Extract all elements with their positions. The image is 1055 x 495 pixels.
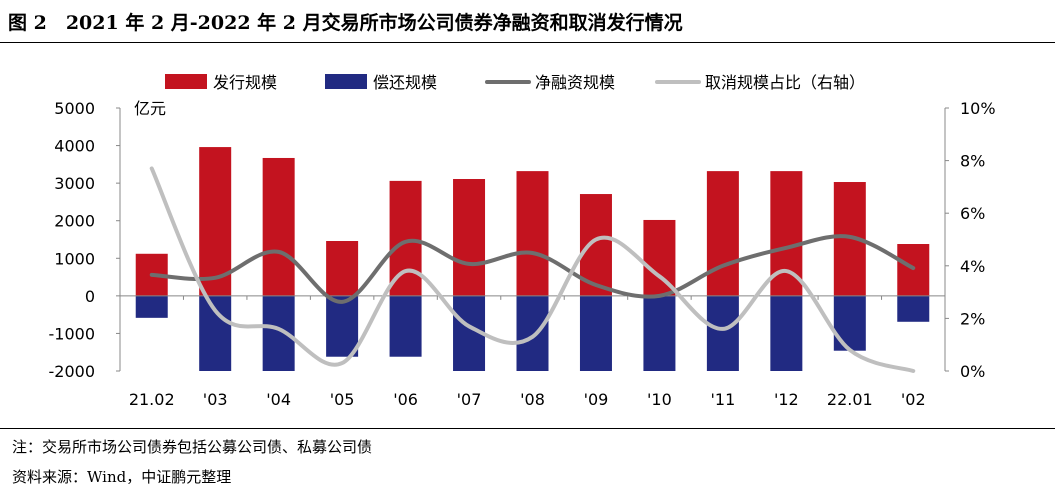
bar-repay — [389, 295, 422, 357]
bar-repay — [326, 295, 359, 357]
chart: 5000 4000 3000 2000 1000 0 -1000 -2000 10% 8% 6% 4%… — [49, 73, 996, 409]
x-tick-label: '06 — [393, 390, 418, 409]
left-tick-label: 0 — [85, 287, 95, 306]
bar-repay — [897, 295, 930, 322]
right-tick-label: 10% — [960, 99, 996, 118]
bar-issue — [326, 241, 359, 296]
x-tick-label: '05 — [330, 390, 355, 409]
right-tick-label: 2% — [960, 309, 985, 328]
right-tick-label: 4% — [960, 257, 985, 276]
left-tick-label: 1000 — [54, 249, 95, 268]
x-tick-label: 22.01 — [827, 390, 873, 409]
legend-label: 发行规模 — [213, 73, 277, 92]
left-tick-label: -2000 — [49, 362, 96, 381]
legend-swatch — [325, 74, 367, 89]
bar-repay — [199, 295, 232, 371]
x-tick-label: '09 — [584, 390, 609, 409]
left-tick-label: 3000 — [54, 174, 95, 193]
left-tick-label: 5000 — [54, 99, 95, 118]
x-tick-label: '02 — [901, 390, 926, 409]
left-tick-label: 4000 — [54, 137, 95, 156]
bar-issue — [262, 157, 295, 296]
bar-repay — [706, 295, 739, 371]
legend-label: 净融资规模 — [535, 73, 615, 92]
top-divider — [0, 42, 1055, 43]
bar-issue — [706, 171, 739, 296]
x-tick-label: '04 — [266, 390, 291, 409]
x-tick-label: '12 — [774, 390, 799, 409]
bar-repay — [770, 295, 803, 371]
left-axis-unit: 亿元 — [134, 99, 166, 118]
legend-swatch — [165, 74, 207, 89]
right-tick-label: 6% — [960, 204, 985, 223]
x-tick-label: 21.02 — [129, 390, 175, 409]
bar-issue — [453, 179, 486, 296]
bottom-divider — [0, 428, 1055, 429]
bar-repay — [516, 295, 549, 371]
legend-label: 偿还规模 — [373, 73, 437, 92]
bar-repay — [135, 295, 168, 318]
bar-repay — [579, 295, 612, 371]
x-tick-label: '08 — [520, 390, 545, 409]
right-tick-label: 0% — [960, 362, 985, 381]
x-tick-label: '10 — [647, 390, 672, 409]
bar-repay — [643, 295, 676, 371]
bar-issue — [516, 171, 549, 296]
left-tick-label: -1000 — [49, 324, 96, 343]
x-tick-label: '11 — [711, 390, 736, 409]
left-tick-label: 2000 — [54, 212, 95, 231]
legend-label: 取消规模占比（右轴） — [705, 73, 865, 92]
x-tick-label: '07 — [457, 390, 482, 409]
figure-title: 图 2 2021 年 2 月-2022 年 2 月交易所市场公司债券净融资和取消… — [8, 12, 683, 34]
right-tick-label: 8% — [960, 152, 985, 171]
x-tick-label: '03 — [203, 390, 228, 409]
source: 资料来源：Wind，中证鹏元整理 — [12, 468, 232, 486]
bar-repay — [833, 295, 866, 351]
note: 注：交易所市场公司债券包括公募公司债、私募公司债 — [12, 438, 373, 456]
bar-issue — [199, 147, 232, 296]
